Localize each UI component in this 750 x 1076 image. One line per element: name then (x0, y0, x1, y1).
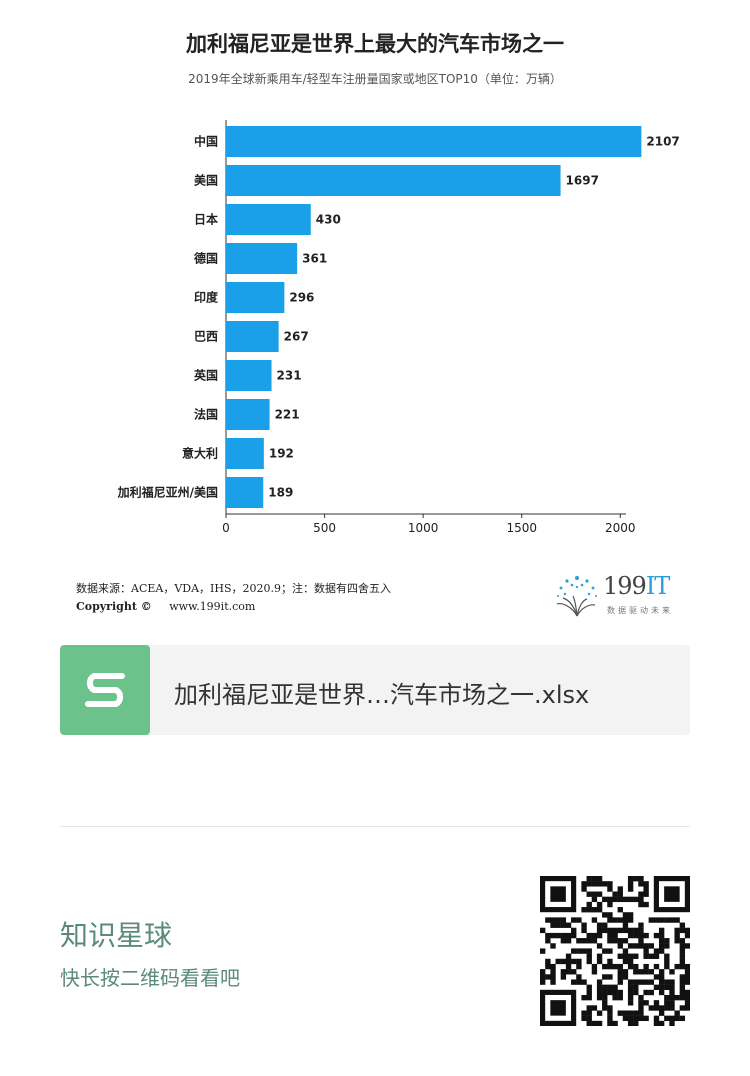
value-label: 221 (275, 408, 300, 422)
copyright-line: Copyright © www.199it.com (76, 600, 255, 613)
value-label: 296 (289, 291, 314, 305)
value-label: 430 (316, 213, 341, 227)
section-divider (60, 826, 690, 827)
bar (226, 204, 311, 235)
value-label: 361 (302, 252, 327, 266)
value-label: 231 (277, 369, 302, 383)
qr-code-icon[interactable] (540, 876, 690, 1026)
copyright-label: Copyright © (76, 600, 152, 613)
x-tick-label: 0 (222, 521, 230, 535)
category-label: 印度 (194, 290, 219, 305)
file-name: 加利福尼亚是世界…汽车市场之一.xlsx (174, 681, 590, 709)
category-label: 巴西 (194, 330, 218, 344)
dandelion-logo-icon (556, 576, 597, 617)
category-label: 意大利 (182, 446, 218, 461)
category-label: 法国 (194, 407, 218, 422)
bar-chart: 中国 2107 美国 1697 日本 430 德国 361 印度 296 巴西 267 英国 231 法国 2… (117, 120, 680, 535)
bar (226, 399, 270, 430)
bar (226, 360, 272, 391)
bar (226, 126, 642, 157)
attachment-file-card[interactable]: 加利福尼亚是世界…汽车市场之一.xlsx (60, 645, 690, 735)
bar (226, 321, 279, 352)
data-source-note: 数据来源：ACEA，VDA，IHS，2020.9；注：数据有四舍五入 (76, 582, 392, 595)
logo-wordmark: 199IT (603, 572, 670, 600)
x-tick-label: 1500 (506, 521, 537, 535)
value-label: 1697 (566, 174, 599, 188)
website-link[interactable]: www.199it.com (169, 600, 256, 613)
promo-subtitle: 快长按二维码看看吧 (60, 966, 240, 990)
category-label: 加利福尼亚州/美国 (117, 485, 218, 500)
chart-subtitle: 2019年全球新乘用车/轻型车注册量国家或地区TOP10（单位：万辆） (188, 72, 562, 86)
bar (226, 282, 285, 313)
bar (226, 477, 264, 508)
category-label: 中国 (194, 134, 218, 149)
category-label: 德国 (194, 251, 218, 266)
bar (226, 243, 298, 274)
x-tick-label: 1000 (408, 521, 439, 535)
value-label: 189 (268, 486, 293, 500)
chart-title: 加利福尼亚是世界上最大的汽车市场之一 (186, 32, 564, 56)
category-label: 美国 (194, 173, 218, 188)
logo-tagline: 数据驱动未来 (607, 606, 673, 615)
x-tick-label: 2000 (605, 521, 636, 535)
bar (226, 438, 264, 469)
category-label: 英国 (194, 368, 218, 383)
value-label: 192 (269, 447, 294, 461)
category-label: 日本 (194, 212, 218, 227)
x-tick-label: 500 (313, 521, 336, 535)
value-label: 2107 (646, 135, 679, 149)
promo-title: 知识星球 (60, 919, 173, 952)
spreadsheet-s-icon (60, 645, 150, 735)
value-label: 267 (284, 330, 309, 344)
199it-logo: 199IT 数据驱动未来 (553, 572, 693, 620)
bar (226, 165, 561, 196)
